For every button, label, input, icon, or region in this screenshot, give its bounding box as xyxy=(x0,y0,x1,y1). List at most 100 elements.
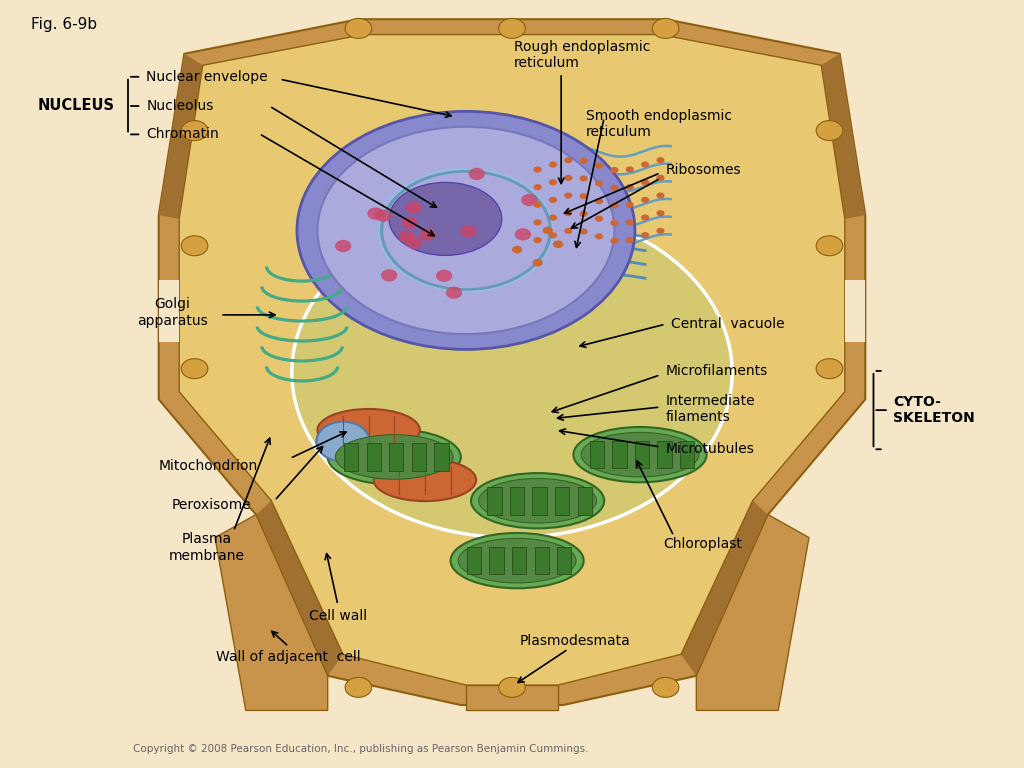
Text: Nuclear envelope: Nuclear envelope xyxy=(146,70,268,84)
Bar xyxy=(434,443,449,471)
Circle shape xyxy=(595,198,603,204)
Circle shape xyxy=(626,220,634,226)
Circle shape xyxy=(626,237,634,243)
Circle shape xyxy=(181,121,208,141)
Ellipse shape xyxy=(581,432,698,477)
Text: Microfilaments: Microfilaments xyxy=(666,364,768,378)
Circle shape xyxy=(626,184,634,190)
Circle shape xyxy=(316,422,370,462)
Circle shape xyxy=(469,167,485,180)
Text: Microtubules: Microtubules xyxy=(666,442,755,456)
Circle shape xyxy=(564,157,572,164)
Circle shape xyxy=(610,184,618,190)
Circle shape xyxy=(656,175,665,181)
Text: Golgi
apparatus: Golgi apparatus xyxy=(136,297,208,328)
Circle shape xyxy=(368,207,384,220)
Bar xyxy=(578,487,592,515)
Bar xyxy=(512,547,526,574)
Bar xyxy=(367,443,381,471)
Bar xyxy=(535,547,549,574)
Bar xyxy=(557,547,571,574)
Text: Smooth endoplasmic
reticulum: Smooth endoplasmic reticulum xyxy=(586,109,732,139)
Circle shape xyxy=(564,228,572,234)
Text: Intermediate
filaments: Intermediate filaments xyxy=(666,394,756,425)
Circle shape xyxy=(181,236,208,256)
Text: Chromatin: Chromatin xyxy=(146,127,219,141)
Bar xyxy=(467,547,481,574)
Circle shape xyxy=(381,270,397,282)
Polygon shape xyxy=(466,685,558,710)
Bar xyxy=(635,441,649,468)
Circle shape xyxy=(512,246,522,253)
Circle shape xyxy=(534,237,542,243)
Circle shape xyxy=(445,286,462,299)
Text: Chloroplast: Chloroplast xyxy=(664,537,742,551)
Circle shape xyxy=(564,175,572,181)
Text: Copyright © 2008 Pearson Education, Inc., publishing as Pearson Benjamin Cumming: Copyright © 2008 Pearson Education, Inc.… xyxy=(133,744,589,754)
Circle shape xyxy=(656,157,665,164)
Circle shape xyxy=(401,217,418,229)
Polygon shape xyxy=(681,501,768,676)
Bar xyxy=(555,487,569,515)
Ellipse shape xyxy=(573,427,707,482)
Polygon shape xyxy=(159,280,179,342)
Text: Mitochondrion: Mitochondrion xyxy=(159,459,258,473)
Ellipse shape xyxy=(471,473,604,528)
Bar xyxy=(487,487,502,515)
Bar xyxy=(412,443,426,471)
Circle shape xyxy=(549,197,557,203)
Ellipse shape xyxy=(292,207,732,538)
Circle shape xyxy=(816,236,843,256)
Polygon shape xyxy=(159,54,203,219)
Circle shape xyxy=(641,197,649,203)
Bar xyxy=(344,443,358,471)
Ellipse shape xyxy=(317,127,614,334)
Circle shape xyxy=(375,210,391,222)
Polygon shape xyxy=(256,501,343,676)
Circle shape xyxy=(610,202,618,208)
Circle shape xyxy=(580,157,588,164)
Circle shape xyxy=(641,214,649,220)
Circle shape xyxy=(626,202,634,208)
Text: Wall of adjacent  cell: Wall of adjacent cell xyxy=(216,650,361,664)
Circle shape xyxy=(549,232,557,238)
Circle shape xyxy=(460,225,476,237)
Bar xyxy=(680,441,694,468)
Ellipse shape xyxy=(389,183,502,255)
Text: NUCLEUS: NUCLEUS xyxy=(38,98,115,114)
Circle shape xyxy=(610,167,618,173)
Circle shape xyxy=(534,184,542,190)
Bar xyxy=(590,441,604,468)
Text: Rough endoplasmic
reticulum: Rough endoplasmic reticulum xyxy=(514,40,650,70)
Ellipse shape xyxy=(336,435,453,479)
Circle shape xyxy=(595,180,603,187)
Circle shape xyxy=(532,259,543,266)
Circle shape xyxy=(406,202,422,214)
Circle shape xyxy=(652,677,679,697)
Circle shape xyxy=(656,228,665,234)
Circle shape xyxy=(641,161,649,167)
Ellipse shape xyxy=(317,409,420,452)
Ellipse shape xyxy=(374,459,476,502)
Circle shape xyxy=(610,220,618,226)
Bar xyxy=(612,441,627,468)
Circle shape xyxy=(436,270,453,282)
Polygon shape xyxy=(696,515,809,710)
Ellipse shape xyxy=(451,533,584,588)
Ellipse shape xyxy=(479,478,596,523)
Circle shape xyxy=(580,193,588,199)
Circle shape xyxy=(816,121,843,141)
Circle shape xyxy=(515,228,531,240)
Circle shape xyxy=(580,175,588,181)
Circle shape xyxy=(626,167,634,173)
Circle shape xyxy=(564,193,572,199)
Text: Peroxisome: Peroxisome xyxy=(172,498,252,512)
Circle shape xyxy=(345,18,372,38)
Circle shape xyxy=(553,240,563,248)
Bar xyxy=(532,487,547,515)
Ellipse shape xyxy=(297,111,635,349)
Polygon shape xyxy=(821,54,865,219)
Text: Ribosomes: Ribosomes xyxy=(666,164,741,177)
Bar xyxy=(657,441,672,468)
Circle shape xyxy=(181,359,208,379)
